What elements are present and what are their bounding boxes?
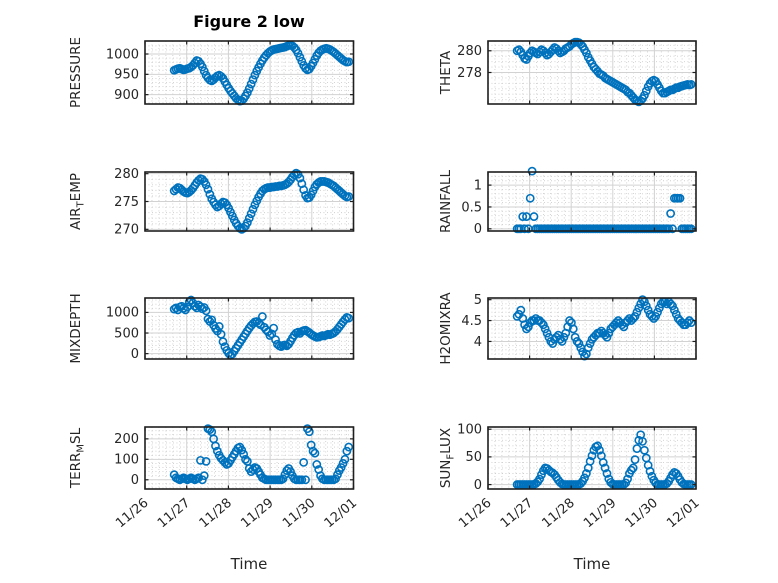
y-tick-label: 1: [474, 178, 482, 193]
axes-frame: [144, 40, 355, 105]
subplot-pressure: 900 950 1000 PRESSURE: [68, 37, 355, 108]
x-tick-labels: 11/26 11/27 11/28 11/29 11/30 12/01: [113, 496, 360, 532]
axis-ticks: [487, 41, 697, 104]
y-tick-labels: 0 50 100: [457, 423, 482, 493]
x-tick-label: 12/01: [322, 496, 360, 532]
y-tick-labels: 270 275 280: [114, 167, 139, 238]
x-tick-labels: 11/26 11/27 11/28 11/29 11/30 12/01: [456, 496, 702, 532]
y-tick-labels: 44.55: [461, 293, 482, 350]
y-tick-label: 100: [114, 453, 139, 468]
axis-ticks: [144, 41, 355, 104]
y-axis-label-terr-msl: TERRMSL: [68, 427, 87, 489]
x-tick-label: 11/30: [280, 496, 318, 532]
series-markers: [169, 424, 354, 485]
major-grid: [145, 172, 354, 231]
axis-ticks: [144, 172, 355, 231]
axis-ticks: [487, 427, 697, 489]
x-tick-label: 11/30: [623, 496, 661, 532]
axes-frame: [144, 297, 355, 360]
y-tick-label: 200: [114, 432, 139, 447]
y-tick-label: 1000: [106, 47, 139, 62]
axis-ticks: [144, 427, 355, 489]
y-axis-label-rainfall: RAINFALL: [438, 170, 454, 233]
subplot-mixdepth: 0 500 1000 MIXDEPTH: [68, 293, 355, 364]
axes-frame: [144, 426, 355, 490]
x-axis-label-left: Time: [230, 555, 268, 573]
y-axis-label-h2omixra: H2OMIXRA: [438, 292, 454, 365]
series-markers: [512, 166, 696, 234]
y-tick-label: 5: [474, 293, 482, 308]
y-tick-label: 500: [114, 326, 139, 341]
y-tick-label: 278: [457, 66, 482, 81]
x-tick-label: 11/26: [456, 496, 494, 532]
y-tick-label: 280: [457, 44, 482, 59]
axes-frame: [487, 171, 697, 232]
y-tick-label: 900: [114, 88, 139, 103]
x-tick-label: 11/27: [155, 496, 193, 532]
y-tick-label: 0: [474, 222, 482, 237]
series-markers: [512, 430, 696, 489]
x-tick-label: 11/29: [238, 496, 276, 532]
series-markers: [169, 295, 354, 360]
y-tick-label: 1000: [106, 306, 139, 321]
y-axis-label-air-temp: AIRTEMP: [68, 173, 87, 230]
subplot-terr-msl: 0 100 200 TERRMSL 11/26 11/27 11/28 11/29 11/30 1…: [68, 424, 360, 532]
axis-ticks: [487, 172, 697, 231]
y-tick-label: 4.5: [461, 314, 482, 329]
y-axis-label-pressure: PRESSURE: [68, 37, 84, 108]
series-markers: [169, 168, 354, 234]
x-tick-label: 11/28: [539, 496, 577, 532]
axis-ticks: [487, 298, 697, 359]
subplot-air-temp: 270 275 280 AIRTEMP: [68, 167, 355, 238]
figure-title: Figure 2 low: [193, 12, 305, 31]
major-grid: [488, 172, 696, 231]
x-tick-label: 12/01: [664, 496, 702, 532]
y-tick-label: 270: [114, 223, 139, 238]
series-markers: [169, 40, 354, 106]
y-tick-label: 0.5: [461, 200, 482, 215]
y-tick-label: 275: [114, 195, 139, 210]
axis-ticks: [144, 298, 355, 359]
y-tick-labels: 0 500 1000: [106, 306, 139, 362]
y-tick-label: 4: [474, 335, 482, 350]
y-tick-label: 280: [114, 167, 139, 182]
y-tick-label: 50: [465, 450, 482, 465]
y-axis-label-sun-flux: SUNFLUX: [438, 428, 457, 488]
axes-frame: [487, 426, 697, 490]
minor-grid: [488, 172, 696, 231]
y-axis-label-mixdepth: MIXDEPTH: [68, 293, 84, 363]
y-tick-labels: 00.51: [461, 178, 482, 237]
x-axis-label-right: Time: [573, 555, 611, 573]
y-tick-label: 950: [114, 68, 139, 83]
y-tick-label: 0: [131, 473, 139, 488]
y-tick-label: 100: [457, 423, 482, 438]
x-tick-label: 11/27: [498, 496, 536, 532]
y-axis-label-theta: THETA: [438, 50, 454, 95]
x-tick-label: 11/26: [113, 496, 151, 532]
x-tick-label: 11/28: [197, 496, 235, 532]
y-tick-label: 0: [131, 347, 139, 362]
series-markers: [512, 37, 696, 107]
y-tick-labels: 0 100 200: [114, 432, 139, 488]
y-tick-label: 0: [474, 478, 482, 493]
series-markers: [512, 295, 696, 361]
y-tick-labels: 900 950 1000: [106, 47, 139, 103]
x-tick-label: 11/29: [581, 496, 619, 532]
axes-frame: [487, 297, 697, 360]
